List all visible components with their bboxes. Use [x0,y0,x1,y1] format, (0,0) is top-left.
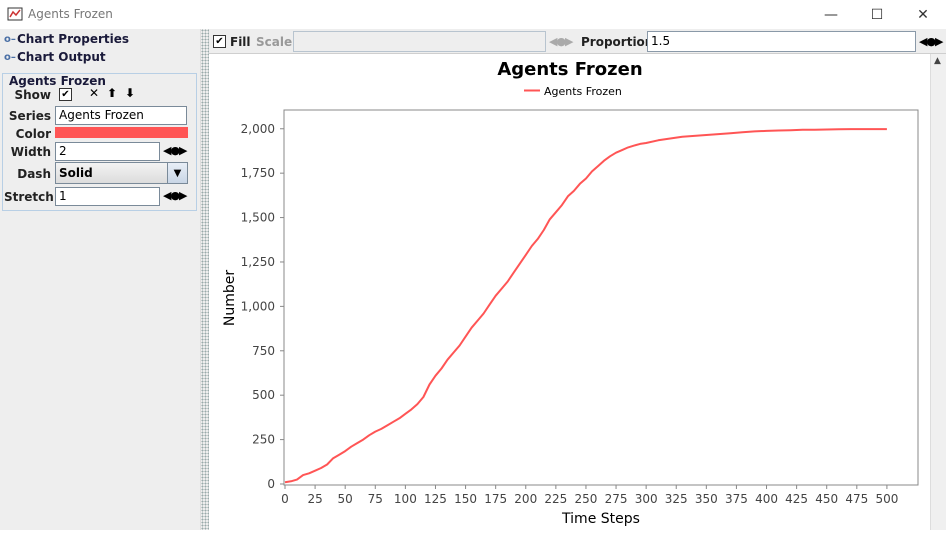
x-axis: 0 25 50 75 100 125 150 175 200 225 250 275 300 325 350… [281,485,898,506]
stretch-label: Stretch [4,190,54,204]
scale-slider-icon[interactable]: ◀●▶ [549,35,574,48]
y-tick-label: 1,000 [241,299,275,313]
width-slider-icon[interactable]: ◀●▶ [163,144,188,157]
tree-item-chart-properties[interactable]: o– Chart Properties [4,31,129,47]
app-icon [7,7,23,21]
tree-handle-icon[interactable]: o– [4,33,16,45]
minimize-icon: — [824,6,838,23]
chart-title: Agents Frozen [497,59,642,80]
x-tick-label: 0 [281,492,289,506]
x-tick-label: 475 [845,492,868,506]
close-button[interactable]: ✕ [900,0,946,29]
chart-panel: Agents Frozen Agents Frozen 0 25 50 75 100 12… [209,54,930,530]
x-tick-label: 300 [635,492,658,506]
series-label: Series [8,109,51,123]
y-tick-label: 1,750 [241,166,275,180]
stretch-field[interactable]: 1 [55,187,160,206]
scroll-up-icon[interactable]: ▲ [934,56,941,66]
show-checkbox[interactable]: ✔ [59,88,72,101]
proportion-label: Proportion: [581,35,659,49]
dash-label: Dash [17,167,51,181]
proportion-slider-icon[interactable]: ◀●▶ [919,35,944,48]
y-tick-label: 750 [252,344,275,358]
close-icon: ✕ [917,6,929,23]
fill-label: Fill [230,35,251,49]
move-up-icon[interactable]: ⬆ [107,86,118,100]
y-tick-label: 1,500 [241,211,275,225]
x-tick-label: 50 [338,492,353,506]
color-swatch[interactable] [55,127,188,138]
series-group: Agents Frozen [2,73,197,211]
y-tick-label: 1,250 [241,255,275,269]
tree-handle-icon[interactable]: o– [4,51,16,63]
chart-properties-panel: o– Chart Properties o– Chart Output Agen… [0,29,200,530]
split-pane-divider[interactable] [200,29,209,530]
legend-label: Agents Frozen [544,85,622,98]
x-tick-label: 500 [875,492,898,506]
chart-legend: Agents Frozen [524,85,622,98]
x-tick-label: 175 [484,492,507,506]
show-label: Show [14,88,51,102]
series-name-field[interactable]: Agents Frozen [55,106,187,125]
plot-area [283,109,919,486]
remove-series-icon[interactable]: ✕ [89,86,100,100]
x-tick-label: 225 [544,492,567,506]
series-line-agents-frozen [284,128,887,484]
x-tick-label: 325 [665,492,688,506]
y-tick-label: 2,000 [241,122,275,136]
proportion-field[interactable]: 1.5 [647,31,916,52]
x-tick-label: 400 [755,492,778,506]
maximize-button[interactable]: ☐ [854,0,900,29]
x-tick-label: 275 [605,492,628,506]
x-tick-label: 450 [815,492,838,506]
chart-toolbar: ✔ Fill Scale: ◀●▶ Proportion: 1.5 ◀●▶ [209,29,946,54]
x-tick-label: 350 [695,492,718,506]
color-label: Color [15,127,51,141]
chevron-down-icon[interactable]: ▼ [167,163,187,183]
scale-field[interactable] [293,31,546,52]
y-tick-label: 0 [267,477,275,491]
window-title: Agents Frozen [28,7,113,21]
x-tick-label: 75 [368,492,383,506]
tree-item-label: Chart Output [17,50,106,64]
width-field[interactable]: 2 [55,142,160,161]
dash-select[interactable]: Solid ▼ [55,162,188,184]
dash-select-value: Solid [59,166,93,180]
x-tick-label: 425 [785,492,808,506]
x-tick-label: 100 [394,492,417,506]
y-tick-label: 250 [252,433,275,447]
tree-item-label: Chart Properties [17,32,130,46]
x-tick-label: 125 [424,492,447,506]
width-label: Width [10,145,51,159]
maximize-icon: ☐ [870,6,884,23]
window-titlebar: Agents Frozen — ☐ ✕ [0,0,946,29]
fill-checkbox[interactable]: ✔ [213,35,226,48]
minimize-button[interactable]: — [808,0,854,29]
vertical-scrollbar[interactable]: ▲ [930,54,946,530]
x-tick-label: 250 [574,492,597,506]
stretch-slider-icon[interactable]: ◀●▶ [163,189,188,202]
x-tick-label: 150 [454,492,477,506]
move-down-icon[interactable]: ⬇ [125,86,136,100]
scale-label: Scale: [256,35,297,49]
tree-item-chart-output[interactable]: o– Chart Output [4,49,106,65]
x-tick-label: 200 [514,492,537,506]
y-tick-label: 500 [252,388,275,402]
y-axis-label: Number [222,270,238,326]
line-chart: Agents Frozen Agents Frozen 0 25 50 75 100 12… [222,59,919,527]
y-axis: 0 250 500 750 1,000 1,250 1,500 1,750 2,000 [241,122,284,491]
series-group-title: Agents Frozen [8,74,107,88]
x-tick-label: 25 [307,492,322,506]
x-axis-label: Time Steps [561,511,640,527]
x-tick-label: 375 [725,492,748,506]
